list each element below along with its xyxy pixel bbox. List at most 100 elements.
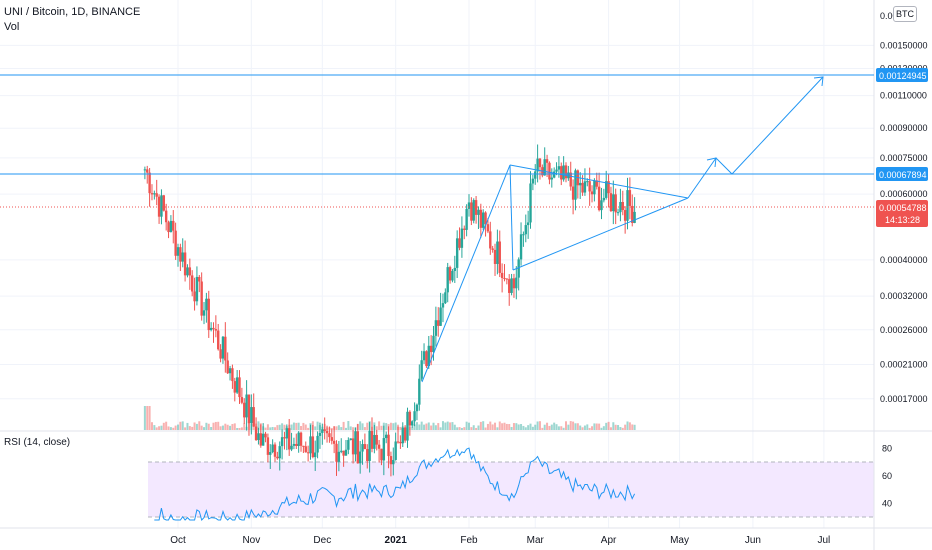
candle-body	[146, 169, 149, 173]
volume-bar	[290, 424, 293, 430]
triangle-lower-line[interactable]	[512, 197, 689, 271]
candle-body	[411, 421, 414, 426]
candle-body	[586, 181, 589, 183]
current-price-label[interactable]: 0.00054788 14:13:28	[876, 200, 928, 227]
price-tick-label: 0.00075000	[880, 153, 928, 163]
volume-bar	[591, 426, 594, 430]
rsi-line	[154, 447, 636, 521]
volume-bar	[470, 427, 473, 430]
time-tick-label: Jun	[745, 535, 761, 546]
triangle-left-edge[interactable]	[509, 164, 514, 271]
volume-bar	[477, 425, 480, 430]
drawings[interactable]	[0, 74, 874, 383]
volume-bar	[344, 427, 347, 430]
candle-body	[155, 193, 158, 197]
volume-bar	[548, 425, 551, 430]
countdown-text: 14:13:28	[885, 215, 920, 225]
candle-body	[266, 437, 270, 455]
candle-body	[366, 449, 369, 461]
candle-body	[370, 430, 374, 449]
volume-bar	[560, 426, 563, 430]
volume-bar	[619, 427, 622, 430]
candle-body	[534, 171, 537, 179]
volume-bar	[392, 423, 395, 430]
level-label-lower[interactable]: 0.00067894	[876, 167, 928, 181]
volume-bar	[581, 427, 584, 430]
candle-body	[418, 378, 421, 405]
candle-body	[425, 351, 428, 367]
volume-bar	[486, 423, 489, 430]
volume-bar	[515, 423, 518, 430]
candles[interactable]	[143, 144, 636, 477]
candle-body	[628, 190, 632, 206]
candle-body	[522, 234, 525, 236]
candle-body	[271, 444, 274, 453]
volume-bar	[226, 424, 229, 430]
projection-arrow-path[interactable]	[687, 76, 824, 199]
volume-bar	[557, 426, 560, 430]
triangle-upper-line[interactable]	[509, 164, 689, 199]
candle-body	[172, 220, 175, 231]
candle-body	[557, 166, 561, 170]
volume-bar	[191, 426, 194, 430]
candle-body	[342, 450, 345, 456]
volume-bar	[456, 427, 459, 430]
candle-body	[283, 437, 286, 439]
price-tick-label: 0.00110000	[880, 91, 927, 101]
candle-body	[330, 437, 333, 441]
volume-bar	[238, 427, 241, 430]
volume-bar	[503, 422, 506, 430]
projection-arrowhead-1[interactable]	[706, 157, 717, 168]
candle-body	[505, 278, 509, 280]
candle-body	[453, 267, 457, 271]
candle-body	[389, 456, 393, 465]
candle-body	[406, 411, 409, 441]
volume-bar	[214, 421, 217, 430]
candle-body	[202, 310, 206, 316]
volume-bar	[252, 425, 255, 430]
candle-body	[235, 377, 239, 393]
candle-body	[252, 407, 255, 427]
candle-body	[562, 165, 565, 180]
candle-body	[183, 252, 187, 276]
volume-bar	[347, 421, 350, 430]
volume-bar	[415, 422, 418, 430]
candle-body	[470, 202, 473, 221]
candle-body	[290, 445, 293, 450]
projection-arrowhead-2[interactable]	[813, 76, 824, 87]
price-tick-label: 0.00021000	[880, 359, 928, 369]
candle-body	[340, 450, 343, 452]
level-label-upper[interactable]: 0.00124945	[876, 68, 928, 82]
trendline-breakout[interactable]	[421, 164, 511, 383]
candle-body	[299, 432, 303, 446]
volume-bar	[304, 424, 307, 430]
candle-body	[493, 249, 497, 264]
time-tick-label: Jul	[817, 535, 830, 546]
volume-bar	[501, 423, 504, 430]
volume-bar	[536, 421, 539, 430]
volume-bar	[512, 423, 515, 430]
candle-body	[524, 225, 527, 235]
volume-bar	[505, 423, 508, 430]
currency-badge[interactable]: BTC	[893, 6, 917, 22]
volume-bar	[264, 427, 267, 430]
candle-body	[536, 158, 539, 172]
rsi-tick-label: 60	[882, 471, 892, 481]
volume-bar	[527, 425, 530, 430]
candle-body	[217, 330, 220, 350]
candle-body	[164, 210, 168, 223]
candle-body	[588, 181, 591, 192]
volume-bar	[628, 422, 631, 430]
candle-body	[278, 446, 281, 459]
candle-body	[467, 202, 471, 209]
volume-bar	[203, 427, 206, 430]
volume-bar	[546, 422, 549, 430]
candle-body	[190, 275, 194, 292]
candle-body	[590, 191, 594, 195]
volume-bar	[361, 423, 364, 430]
candle-body	[560, 166, 563, 180]
candle-body	[243, 402, 246, 418]
candle-body	[233, 381, 236, 393]
volume-bar	[555, 424, 558, 430]
